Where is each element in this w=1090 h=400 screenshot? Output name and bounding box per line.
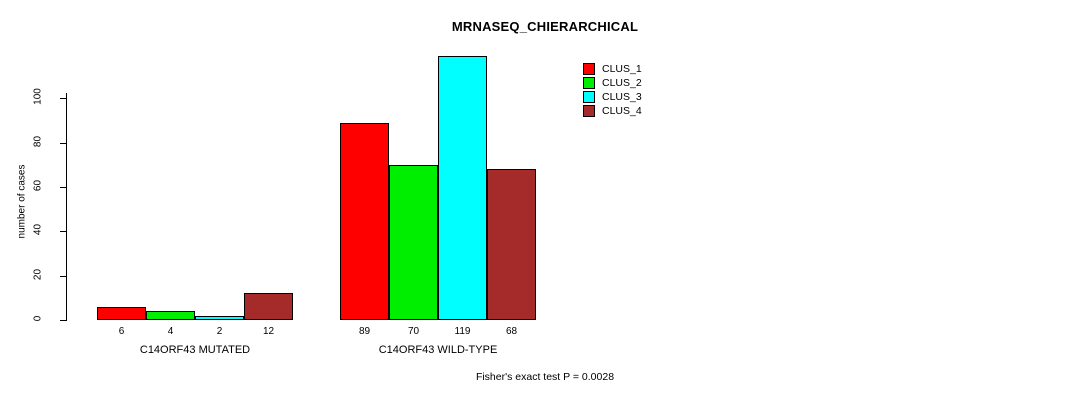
legend: CLUS_1 CLUS_2 CLUS_3 CLUS_4 [583, 62, 642, 118]
bar-value-label: 4 [167, 326, 174, 337]
bar [244, 293, 293, 320]
y-tick [60, 98, 67, 100]
y-tick [60, 231, 67, 233]
bar-value-label: 119 [454, 326, 471, 337]
bar-value-label: 2 [216, 326, 223, 337]
y-axis-line [66, 93, 67, 321]
legend-item: CLUS_3 [583, 90, 642, 104]
group-label: C14ORF43 MUTATED [139, 344, 251, 356]
y-tick-label: 0 [32, 315, 44, 322]
y-tick [60, 142, 67, 144]
legend-label: CLUS_3 [602, 91, 642, 103]
bar-value-label: 6 [118, 326, 125, 337]
legend-swatch-clus-2 [583, 77, 595, 89]
bar [340, 122, 389, 320]
legend-label: CLUS_2 [602, 77, 642, 89]
y-tick-label: 60 [32, 179, 44, 191]
legend-label: CLUS_4 [602, 105, 642, 117]
y-tick [60, 275, 67, 277]
page-title: MRNASEQ_CHIERARCHICAL [451, 19, 639, 34]
group-label: C14ORF43 WILD-TYPE [378, 344, 498, 356]
y-tick-label: 80 [32, 135, 44, 147]
statistical-test-annotation: Fisher's exact test P = 0.0028 [475, 371, 615, 383]
y-axis-title: number of cases [16, 164, 28, 239]
bar-value-label: 68 [505, 326, 518, 337]
bar [146, 311, 195, 320]
legend-item: CLUS_2 [583, 76, 642, 90]
bar [438, 56, 487, 320]
legend-swatch-clus-1 [583, 63, 595, 75]
bar [389, 164, 438, 320]
y-tick-label: 40 [32, 224, 44, 236]
legend-swatch-clus-3 [583, 91, 595, 103]
legend-swatch-clus-4 [583, 105, 595, 117]
y-tick-label: 20 [32, 268, 44, 280]
bar [487, 169, 536, 320]
legend-item: CLUS_4 [583, 104, 642, 118]
y-tick [60, 186, 67, 188]
bar [97, 306, 146, 320]
y-tick [60, 320, 67, 321]
bar-value-label: 89 [358, 326, 371, 337]
y-tick-label: 100 [32, 88, 44, 106]
bar-value-label: 70 [407, 326, 420, 337]
legend-label: CLUS_1 [602, 63, 642, 75]
bar-value-label: 12 [262, 326, 275, 337]
legend-item: CLUS_1 [583, 62, 642, 76]
bar [195, 315, 244, 320]
